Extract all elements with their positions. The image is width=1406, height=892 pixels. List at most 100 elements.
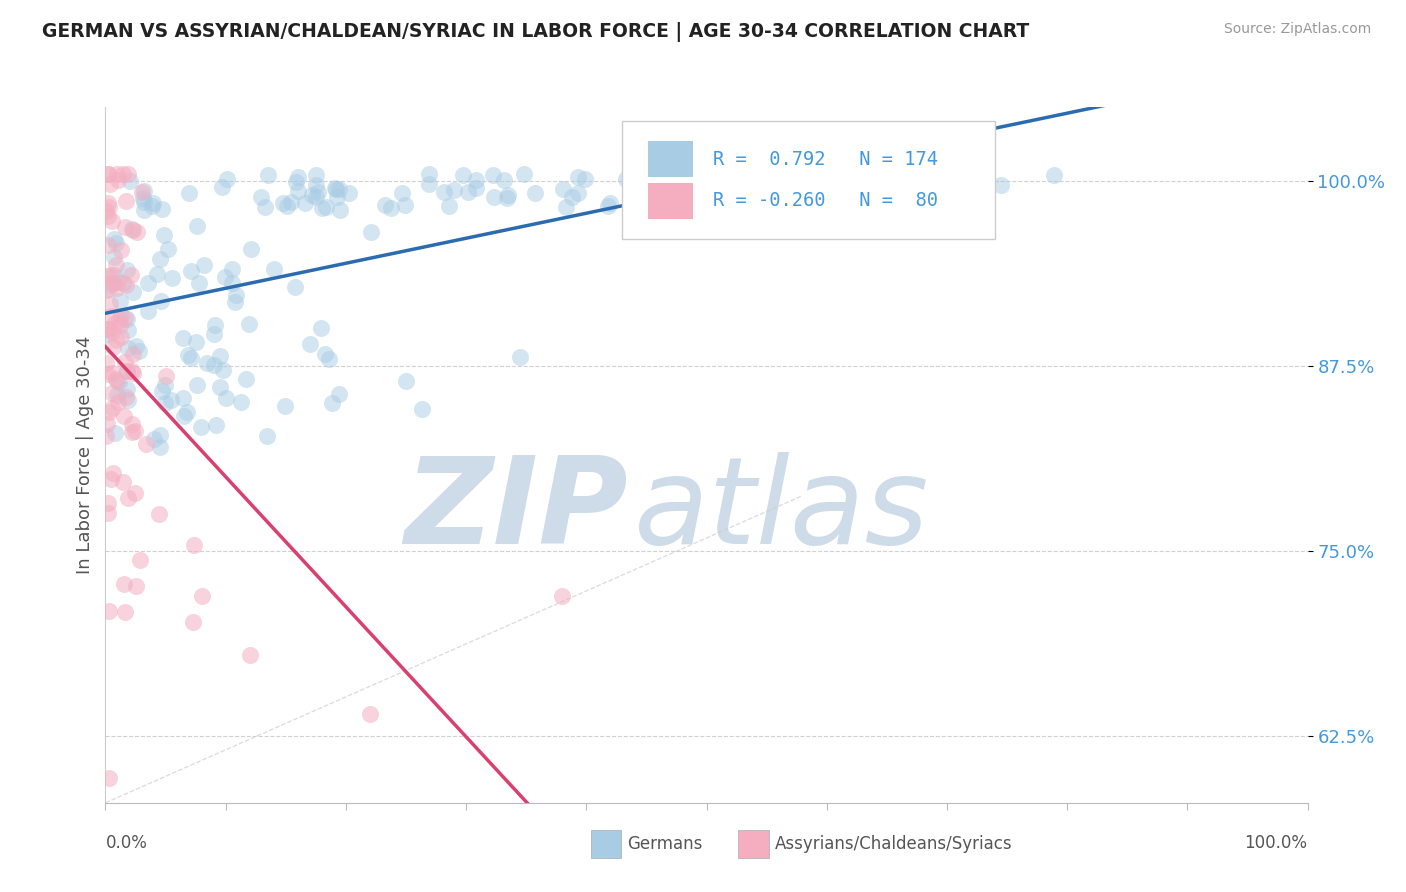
Text: Assyrians/Chaldeans/Syriacs: Assyrians/Chaldeans/Syriacs: [775, 835, 1012, 853]
Point: [101, 366, 124, 380]
Point: [699, 194, 721, 209]
Bar: [648, 141, 693, 178]
Point: [160, 271, 183, 285]
Point: [225, 288, 247, 302]
Point: [498, 188, 520, 202]
Point: [215, 391, 238, 405]
Y-axis label: In Labor Force | Age 30-34: In Labor Force | Age 30-34: [76, 335, 94, 574]
Point: [186, 219, 208, 233]
Point: [294, 196, 316, 211]
Point: [411, 402, 433, 417]
Point: [115, 277, 138, 292]
Point: [97, 496, 120, 510]
Text: R = -0.260   N =  80: R = -0.260 N = 80: [713, 192, 938, 211]
Point: [96, 203, 118, 218]
Point: [97, 604, 120, 618]
Point: [129, 553, 152, 567]
Point: [105, 167, 128, 181]
Point: [567, 186, 589, 200]
Point: [209, 380, 232, 394]
Point: [107, 173, 129, 187]
Point: [311, 201, 333, 215]
Point: [122, 223, 145, 237]
Point: [787, 186, 810, 200]
Point: [337, 186, 360, 200]
Point: [115, 364, 138, 378]
Point: [321, 396, 343, 410]
Point: [134, 195, 156, 210]
Point: [100, 309, 122, 323]
Point: [190, 589, 212, 603]
Point: [187, 277, 209, 291]
Point: [284, 175, 307, 189]
Point: [103, 268, 125, 282]
Point: [114, 220, 136, 235]
Point: [135, 437, 157, 451]
Point: [176, 405, 198, 419]
Point: [121, 417, 143, 431]
Point: [105, 258, 128, 272]
Point: [97, 167, 120, 181]
Point: [360, 225, 382, 239]
Point: [865, 170, 887, 185]
Point: [211, 179, 233, 194]
Point: [100, 268, 122, 282]
Point: [105, 374, 128, 388]
Point: [273, 196, 295, 211]
Point: [101, 386, 124, 401]
Point: [772, 183, 794, 197]
Point: [134, 185, 156, 199]
Point: [318, 352, 340, 367]
Point: [107, 394, 129, 409]
Point: [276, 199, 298, 213]
Point: [141, 198, 163, 212]
Point: [672, 189, 695, 203]
Point: [599, 195, 621, 210]
Point: [183, 539, 205, 553]
Point: [224, 294, 246, 309]
Point: [328, 182, 350, 196]
Point: [97, 167, 120, 181]
Point: [720, 171, 742, 186]
Text: Germans: Germans: [627, 835, 703, 853]
Point: [221, 262, 243, 277]
Point: [208, 349, 231, 363]
Point: [121, 366, 143, 380]
Point: [104, 316, 127, 330]
Point: [190, 420, 212, 434]
Point: [111, 475, 134, 489]
Point: [553, 182, 575, 196]
Point: [433, 185, 456, 199]
Point: [551, 589, 574, 603]
Text: atlas: atlas: [634, 452, 929, 569]
Point: [782, 169, 804, 184]
Point: [105, 281, 128, 295]
Point: [136, 303, 159, 318]
Point: [98, 177, 121, 191]
Point: [800, 189, 823, 203]
Point: [325, 182, 347, 196]
Point: [765, 192, 787, 206]
Point: [717, 178, 740, 192]
Bar: [648, 183, 693, 219]
Point: [111, 167, 134, 181]
Point: [804, 173, 827, 187]
Point: [217, 171, 239, 186]
Point: [97, 200, 120, 214]
Point: [134, 203, 156, 218]
Point: [326, 190, 349, 204]
Point: [496, 191, 519, 205]
Point: [205, 417, 228, 432]
Point: [305, 190, 328, 204]
Point: [121, 364, 143, 378]
Point: [301, 188, 323, 202]
Point: [98, 405, 121, 419]
Point: [990, 178, 1012, 193]
Point: [150, 384, 173, 398]
Point: [153, 377, 176, 392]
Point: [214, 269, 236, 284]
Point: [204, 318, 226, 332]
Point: [150, 202, 173, 217]
Point: [104, 426, 127, 441]
Point: [239, 648, 262, 662]
